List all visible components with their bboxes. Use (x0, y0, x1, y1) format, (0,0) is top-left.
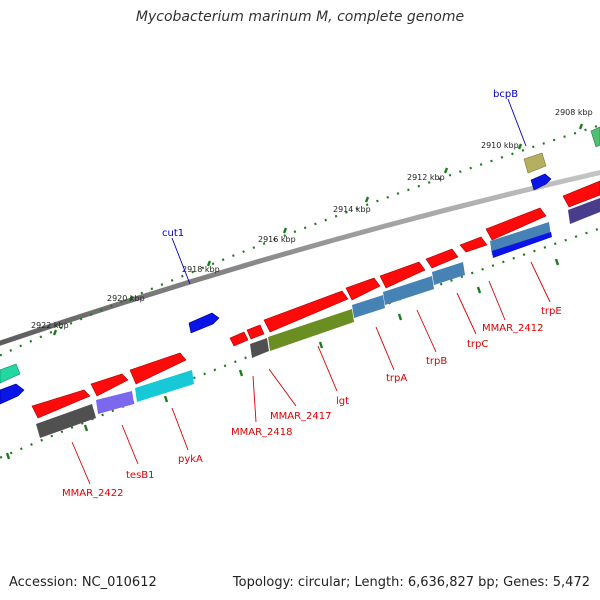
feature-trpe-blue[interactable] (492, 232, 552, 258)
gene-label-pyka[interactable]: pykA (178, 454, 203, 465)
feature-tesb1-cds[interactable] (90, 373, 129, 397)
feature-edge-multi[interactable] (590, 126, 600, 148)
tick-label-2920: 2920 kbp (107, 294, 145, 303)
gene-label-bcpb[interactable]: bcpB (493, 89, 518, 100)
blue-features (0, 126, 600, 405)
tick-label-2918: 2918 kbp (182, 265, 220, 274)
tick-label-2914: 2914 kbp (333, 205, 371, 214)
feature-trpe-cds[interactable] (485, 207, 547, 241)
gene-label-mmar-2422[interactable]: MMAR_2422 (62, 488, 124, 499)
inner-features (36, 198, 600, 438)
gene-label-trpc[interactable]: trpC (467, 339, 488, 350)
feature-trpc-band[interactable] (432, 262, 465, 285)
label-lines (71, 98, 551, 485)
feature-mmar-2412-cds[interactable] (459, 236, 488, 253)
genome-backbone (0, 169, 600, 346)
feature-lgt-band[interactable] (268, 309, 354, 351)
feature-cut1[interactable] (188, 312, 220, 334)
gene-label-mmar-2412[interactable]: MMAR_2412 (482, 323, 544, 334)
gene-label-trpe[interactable]: trpE (541, 306, 562, 317)
feature-pyka-cds[interactable] (129, 352, 187, 385)
inner-tick-track (0, 227, 600, 459)
feature-trpc-cds[interactable] (425, 248, 459, 269)
feature-trpb-band[interactable] (383, 276, 434, 305)
tick-label-2916: 2916 kbp (258, 235, 296, 244)
feature-trpb-cds[interactable] (379, 261, 426, 289)
gene-label-tesb1[interactable]: tesB1 (126, 470, 155, 481)
feature-mmar-2417-cds[interactable] (246, 324, 265, 340)
feature-tesb1-band[interactable] (96, 391, 134, 414)
feature-mmar-2418-cds[interactable] (229, 331, 249, 347)
gene-label-mmar-2417[interactable]: MMAR_2417 (270, 411, 332, 422)
feature-bcpb-arrow[interactable] (530, 173, 552, 191)
accession-text: Accession: NC_010612 (9, 575, 157, 590)
tick-label-2908: 2908 kbp (555, 108, 593, 117)
gene-label-lgt[interactable]: lgt (336, 396, 349, 407)
major-ticks (52, 123, 584, 336)
feature-left-blue[interactable] (0, 383, 25, 405)
feature-trpa-cds[interactable] (345, 277, 381, 301)
tick-label-2912: 2912 kbp (407, 173, 445, 182)
feature-bcpb[interactable] (523, 152, 547, 174)
forward-features (31, 180, 600, 419)
feature-edge-navy[interactable] (568, 198, 600, 224)
feature-lgt-cds[interactable] (263, 290, 349, 333)
topology-text: Topology: circular; Length: 6,636,827 bp… (232, 575, 590, 590)
feature-mmar-2422-band[interactable] (36, 404, 96, 438)
gene-label-mmar-2418[interactable]: MMAR_2418 (231, 427, 293, 438)
feature-mmar-2418-band[interactable] (250, 338, 269, 358)
tick-label-2922: 2922 kbp (31, 321, 69, 330)
map-title: Mycobacterium marinum M, complete genome (135, 9, 465, 25)
outer-tick-track (0, 124, 600, 357)
feature-pyka-band[interactable] (135, 370, 194, 402)
feature-mmar-2422-cds[interactable] (31, 389, 91, 419)
gene-label-cut1[interactable]: cut1 (162, 228, 184, 239)
gene-label-trpa[interactable]: trpA (386, 373, 407, 384)
feature-trpa-band[interactable] (352, 295, 385, 318)
feature-edge-cds[interactable] (562, 180, 600, 208)
gene-label-trpb[interactable]: trpB (426, 356, 447, 367)
tick-label-2910: 2910 kbp (481, 141, 519, 150)
feature-left-teal[interactable] (0, 363, 21, 384)
inner-major-ticks (5, 258, 560, 460)
